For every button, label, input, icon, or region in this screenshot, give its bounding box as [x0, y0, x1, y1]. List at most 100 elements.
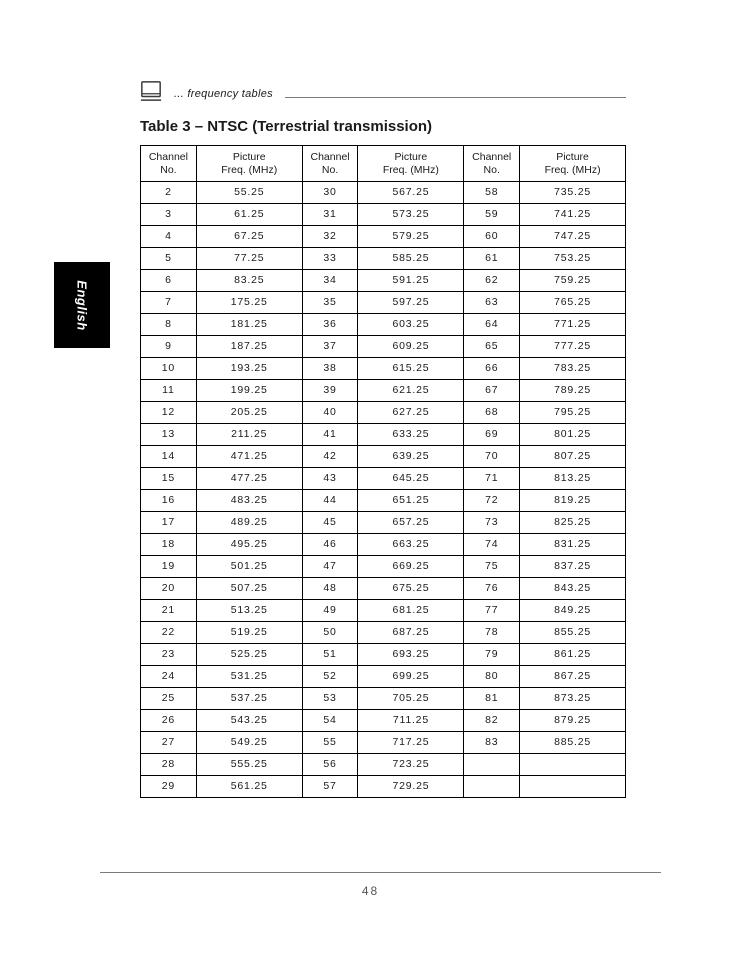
- header-rule: [285, 97, 626, 98]
- cell-frequency: 597.25: [358, 292, 464, 314]
- table-row: 15477.2543645.2571813.25: [141, 468, 626, 490]
- cell-frequency: 813.25: [520, 468, 626, 490]
- col-header-freq-1: PictureFreq. (MHz): [196, 146, 302, 182]
- cell-frequency: 753.25: [520, 248, 626, 270]
- cell-frequency: 699.25: [358, 666, 464, 688]
- col-header-channel-2: ChannelNo.: [302, 146, 358, 182]
- cell-channel: 52: [302, 666, 358, 688]
- cell-frequency: 67.25: [196, 226, 302, 248]
- cell-channel: 58: [464, 182, 520, 204]
- cell-frequency: 627.25: [358, 402, 464, 424]
- cell-frequency: 549.25: [196, 732, 302, 754]
- table-row: 20507.2548675.2576843.25: [141, 578, 626, 600]
- cell-frequency: 645.25: [358, 468, 464, 490]
- cell-frequency: 543.25: [196, 710, 302, 732]
- cell-channel: 51: [302, 644, 358, 666]
- cell-channel: 55: [302, 732, 358, 754]
- section-header: ... frequency tables: [140, 80, 626, 102]
- cell-channel: 81: [464, 688, 520, 710]
- cell-frequency: 471.25: [196, 446, 302, 468]
- cell-frequency: 849.25: [520, 600, 626, 622]
- cell-channel: 15: [141, 468, 197, 490]
- table-row: 22519.2550687.2578855.25: [141, 622, 626, 644]
- cell-frequency: 741.25: [520, 204, 626, 226]
- cell-frequency: 211.25: [196, 424, 302, 446]
- cell-channel: 36: [302, 314, 358, 336]
- cell-channel: 59: [464, 204, 520, 226]
- cell-frequency: 771.25: [520, 314, 626, 336]
- cell-frequency: 663.25: [358, 534, 464, 556]
- cell-frequency: 181.25: [196, 314, 302, 336]
- table-row: 683.2534591.2562759.25: [141, 270, 626, 292]
- cell-channel: 7: [141, 292, 197, 314]
- table-row: 29561.2557729.25: [141, 776, 626, 798]
- table-header-row: ChannelNo. PictureFreq. (MHz) ChannelNo.…: [141, 146, 626, 182]
- cell-frequency: 61.25: [196, 204, 302, 226]
- cell-channel: 46: [302, 534, 358, 556]
- cell-frequency: 477.25: [196, 468, 302, 490]
- table-row: 28555.2556723.25: [141, 754, 626, 776]
- cell-frequency: 783.25: [520, 358, 626, 380]
- cell-frequency: 579.25: [358, 226, 464, 248]
- table-row: 361.2531573.2559741.25: [141, 204, 626, 226]
- cell-channel: 68: [464, 402, 520, 424]
- cell-channel: 28: [141, 754, 197, 776]
- cell-frequency: 555.25: [196, 754, 302, 776]
- cell-frequency: 633.25: [358, 424, 464, 446]
- cell-frequency: 175.25: [196, 292, 302, 314]
- table-row: 16483.2544651.2572819.25: [141, 490, 626, 512]
- cell-channel: 54: [302, 710, 358, 732]
- table-row: 10193.2538615.2566783.25: [141, 358, 626, 380]
- cell-frequency: 825.25: [520, 512, 626, 534]
- cell-channel: 39: [302, 380, 358, 402]
- cell-frequency: 651.25: [358, 490, 464, 512]
- cell-frequency: 801.25: [520, 424, 626, 446]
- cell-channel: 2: [141, 182, 197, 204]
- frequency-table: ChannelNo. PictureFreq. (MHz) ChannelNo.…: [140, 145, 626, 798]
- cell-frequency: 77.25: [196, 248, 302, 270]
- cell-frequency: 187.25: [196, 336, 302, 358]
- cell-channel: 56: [302, 754, 358, 776]
- cell-channel: 69: [464, 424, 520, 446]
- page-number: 48: [0, 884, 741, 898]
- cell-frequency: 795.25: [520, 402, 626, 424]
- cell-frequency: [520, 776, 626, 798]
- cell-frequency: 621.25: [358, 380, 464, 402]
- cell-frequency: 687.25: [358, 622, 464, 644]
- cell-frequency: 681.25: [358, 600, 464, 622]
- cell-channel: 29: [141, 776, 197, 798]
- cell-frequency: 843.25: [520, 578, 626, 600]
- cell-frequency: 759.25: [520, 270, 626, 292]
- cell-channel: 40: [302, 402, 358, 424]
- cell-frequency: 513.25: [196, 600, 302, 622]
- cell-frequency: 537.25: [196, 688, 302, 710]
- cell-channel: 62: [464, 270, 520, 292]
- cell-frequency: 561.25: [196, 776, 302, 798]
- table-row: 18495.2546663.2574831.25: [141, 534, 626, 556]
- cell-channel: 63: [464, 292, 520, 314]
- cell-channel: 60: [464, 226, 520, 248]
- cell-channel: 14: [141, 446, 197, 468]
- cell-channel: 37: [302, 336, 358, 358]
- cell-channel: 9: [141, 336, 197, 358]
- cell-frequency: 615.25: [358, 358, 464, 380]
- cell-frequency: 735.25: [520, 182, 626, 204]
- cell-frequency: 199.25: [196, 380, 302, 402]
- cell-channel: 6: [141, 270, 197, 292]
- cell-channel: 65: [464, 336, 520, 358]
- cell-frequency: 585.25: [358, 248, 464, 270]
- cell-channel: 20: [141, 578, 197, 600]
- cell-channel: 76: [464, 578, 520, 600]
- col-header-freq-2: PictureFreq. (MHz): [358, 146, 464, 182]
- cell-frequency: 717.25: [358, 732, 464, 754]
- cell-frequency: 855.25: [520, 622, 626, 644]
- cell-frequency: 205.25: [196, 402, 302, 424]
- cell-frequency: 723.25: [358, 754, 464, 776]
- monitor-icon: [140, 80, 162, 102]
- table-row: 25537.2553705.2581873.25: [141, 688, 626, 710]
- cell-channel: 18: [141, 534, 197, 556]
- cell-frequency: 519.25: [196, 622, 302, 644]
- cell-channel: 83: [464, 732, 520, 754]
- cell-frequency: 531.25: [196, 666, 302, 688]
- cell-frequency: 609.25: [358, 336, 464, 358]
